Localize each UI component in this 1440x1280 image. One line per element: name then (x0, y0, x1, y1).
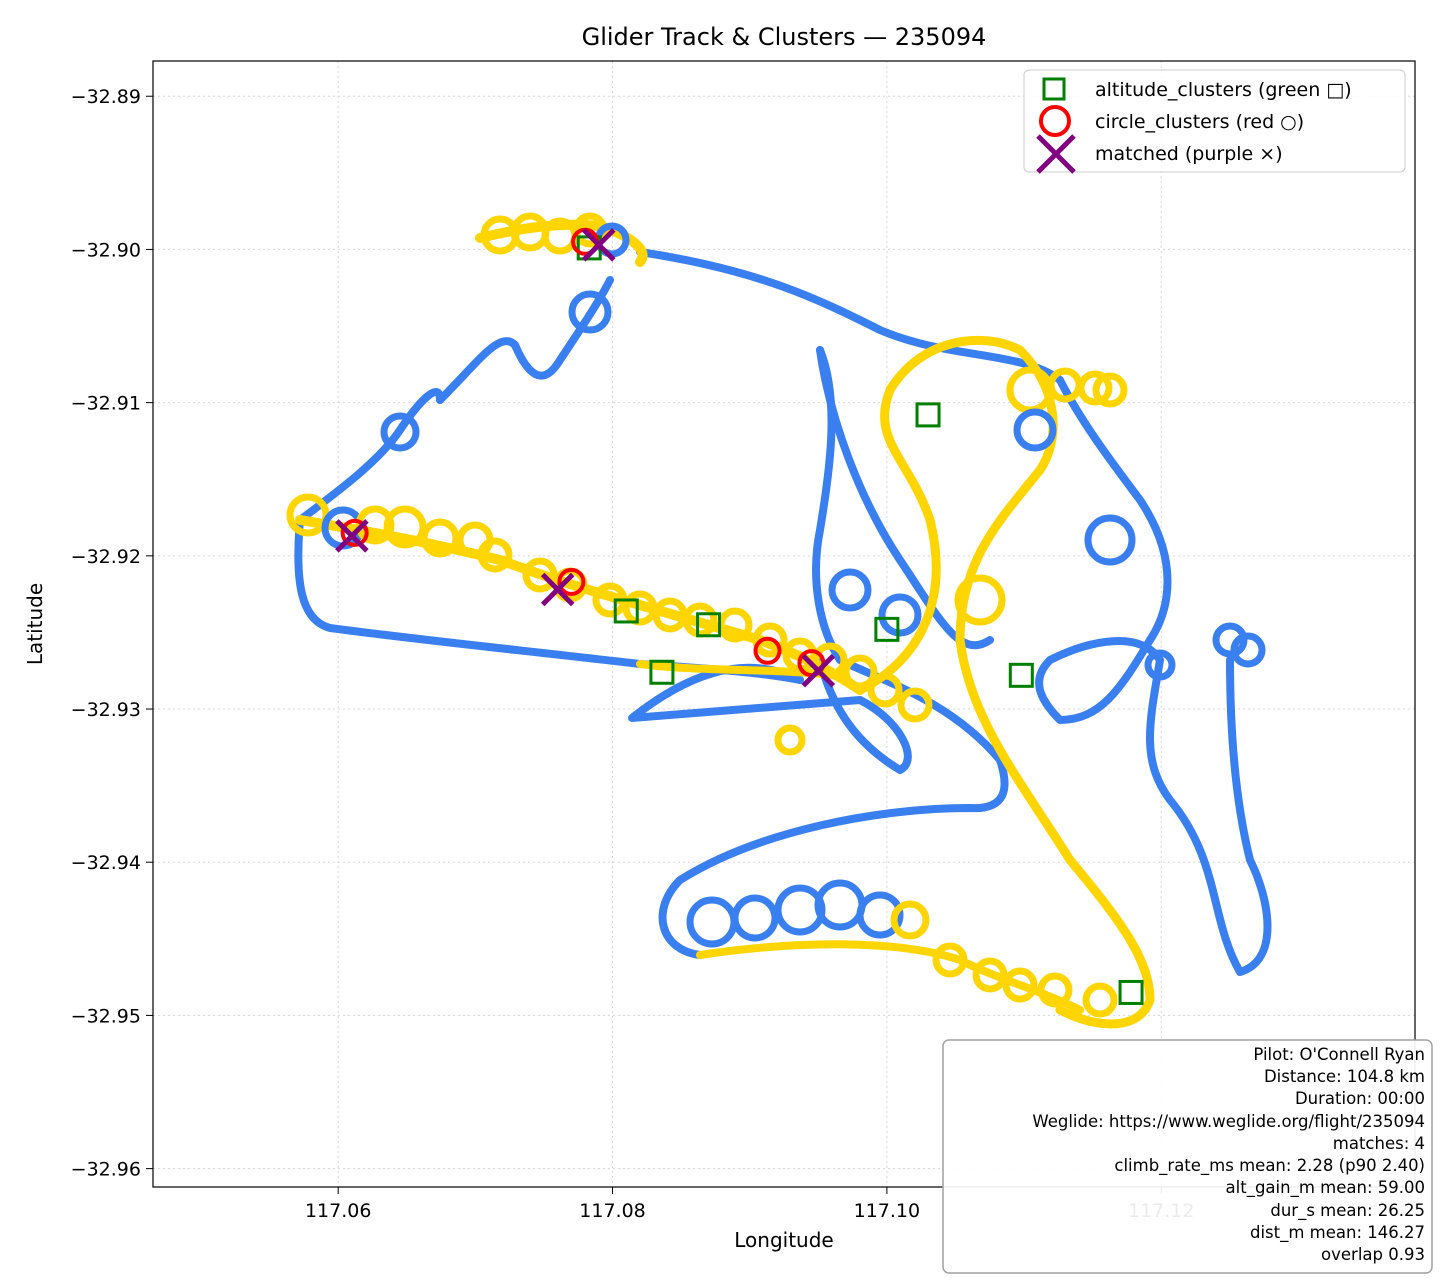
thermal-loop (842, 654, 878, 690)
y-tick-label: −32.94 (71, 852, 141, 874)
legend-marker-circle (1039, 105, 1071, 137)
matched-marker (335, 519, 369, 553)
legend-label-matched: matched (purple ×) (1095, 143, 1283, 165)
thermal-loop (1077, 370, 1113, 406)
flight-info-box: Pilot: O'Connell Ryan Distance: 104.8 km… (942, 1039, 1433, 1274)
thermal-loop (972, 957, 1008, 993)
altitude-cluster-marker (1118, 979, 1144, 1005)
plot-frame (152, 60, 1416, 1188)
thermal-loop (932, 942, 968, 978)
thermal-loop (682, 602, 718, 638)
legend-marker-x (1036, 134, 1076, 174)
grid-lines (153, 61, 1415, 1187)
thermal-loop (897, 687, 933, 723)
info-climb-rate: climb_rate_ms mean: 2.28 (p90 2.40) (1114, 1156, 1425, 1176)
x-tick-label: 117.08 (579, 1200, 645, 1222)
info-weglide-link: Weglide: https://www.weglide.org/flight/… (1032, 1112, 1425, 1131)
info-alt-gain: alt_gain_m mean: 59.00 (1226, 1178, 1425, 1198)
track-segment-cruise-south (658, 346, 1009, 959)
legend: altitude_clusters (green □) circle_clust… (1023, 69, 1406, 174)
y-axis-label: Latitude (23, 583, 47, 665)
y-tick-label: −32.92 (71, 546, 141, 568)
info-box-frame (942, 1039, 1433, 1274)
altitude-cluster-marker (915, 402, 941, 428)
chart-title: Glider Track & Clusters — 235094 (582, 23, 987, 51)
x-tick-label: 117.06 (305, 1200, 371, 1222)
thermal-loop (878, 593, 922, 637)
axis-ticks: 117.06117.08117.10117.12−32.89−32.90−32.… (71, 86, 1195, 1222)
y-tick-label: −32.93 (71, 699, 141, 721)
y-tick-label: −32.89 (71, 86, 141, 108)
thermal-loop (890, 900, 930, 940)
track-segment-cruise-north (636, 248, 1172, 644)
x-tick-label: 117.10 (854, 1200, 920, 1222)
thermal-loop (856, 891, 904, 939)
flight-track (286, 212, 1272, 1029)
y-tick-label: −32.95 (71, 1005, 141, 1027)
altitude-cluster-marker (1008, 662, 1034, 688)
thermal-loop (477, 537, 513, 573)
thermal-loop (522, 557, 558, 593)
cluster-markers (335, 227, 1144, 1005)
thermal-loop (1002, 967, 1038, 1003)
thermal-loop (954, 574, 1006, 626)
thermal-loop (568, 290, 612, 334)
info-duration: Duration: 00:00 (1295, 1089, 1425, 1108)
info-pilot: Pilot: O'Connell Ryan (1253, 1045, 1425, 1064)
circle-cluster-marker (340, 518, 369, 547)
y-tick-label: −32.91 (71, 393, 141, 415)
info-duration-mean: dur_s mean: 26.25 (1270, 1201, 1425, 1221)
track-segment-cruise-central-loop (628, 656, 912, 774)
x-axis-label: Longitude (734, 1228, 833, 1252)
thermal-loop (1037, 972, 1073, 1008)
thermal-loop (1082, 982, 1118, 1018)
info-distance-mean: dist_m mean: 146.27 (1250, 1223, 1425, 1243)
legend-label-altitude-clusters: altitude_clusters (green □) (1095, 79, 1352, 101)
thermal-loop (828, 568, 872, 612)
y-tick-label: −32.96 (71, 1159, 141, 1181)
altitude-cluster-marker (874, 616, 900, 642)
matched-marker (540, 572, 575, 607)
thermal-loop (731, 894, 779, 942)
legend-marker-square (1042, 77, 1066, 101)
matched-marker (801, 653, 836, 688)
thermal-loop (812, 642, 848, 678)
altitude-cluster-marker (696, 612, 722, 638)
info-overlap: overlap 0.93 (1321, 1245, 1425, 1264)
thermal-loop (355, 505, 395, 545)
thermal-loop (420, 518, 460, 558)
thermal-loop (1084, 514, 1136, 566)
thermal-loop (383, 505, 427, 549)
circle-cluster-marker (557, 567, 586, 596)
info-distance: Distance: 104.8 km (1264, 1067, 1425, 1086)
altitude-cluster-marker (649, 659, 675, 685)
legend-label-circle-clusters: circle_clusters (red ○) (1095, 111, 1304, 133)
track-segment-cruise-west (296, 388, 444, 524)
info-matches: matches: 4 (1333, 1134, 1425, 1153)
circle-cluster-marker (753, 636, 782, 665)
thermal-loop (1144, 649, 1176, 681)
track-segment-climb-eastloop (855, 335, 1155, 1029)
thermal-loop (1230, 632, 1266, 668)
thermal-loop (752, 622, 788, 658)
thermal-loop (1013, 408, 1057, 452)
legend-frame (1023, 69, 1406, 173)
thermal-loop (867, 672, 903, 708)
y-tick-label: −32.90 (71, 239, 141, 261)
track-segment-cruise-east (1035, 636, 1272, 976)
track-segment-cruise-northwest (436, 276, 614, 404)
matched-marker (582, 228, 616, 262)
thermal-loop (774, 724, 806, 756)
altitude-cluster-marker (613, 598, 639, 624)
thermal-loop (380, 412, 420, 452)
thermal-loop (1092, 372, 1128, 408)
